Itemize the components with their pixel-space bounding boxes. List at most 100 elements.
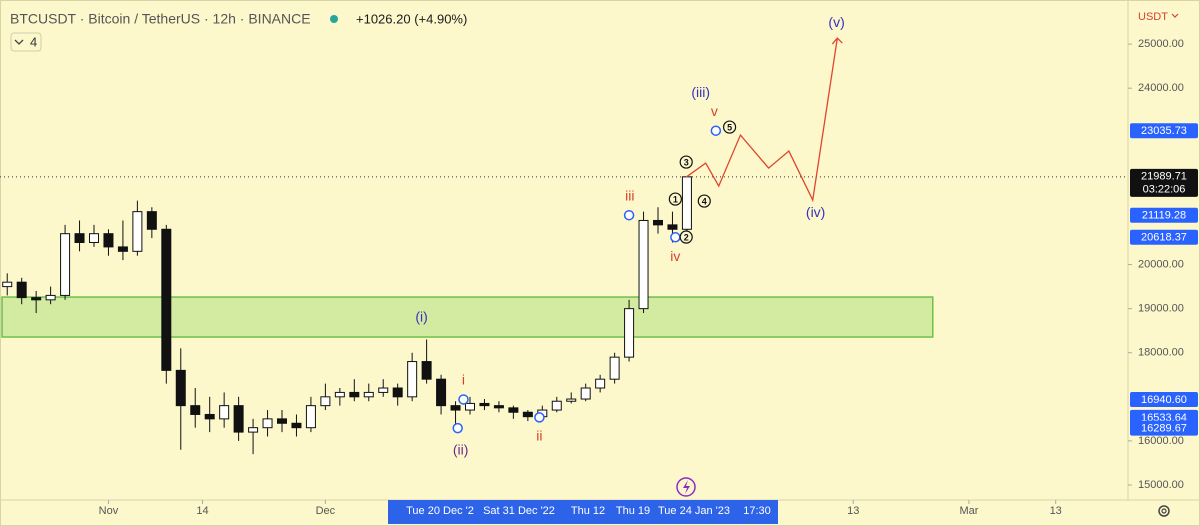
chart-title: BTCUSDT · Bitcoin / TetherUS · 12h · BIN…: [10, 11, 311, 27]
y-tick-label: 16000.00: [1138, 435, 1184, 447]
point-circle: [722, 120, 737, 134]
x-tick-label: Nov: [99, 505, 119, 517]
candle-body: [522, 411, 533, 418]
event-icon[interactable]: [676, 477, 696, 497]
wave-label: iii: [625, 188, 634, 204]
wave-label: i: [462, 372, 465, 388]
wave-label: (iv): [806, 204, 825, 220]
wave-label: iv: [670, 248, 680, 264]
last-price-label: 21989.71: [1141, 171, 1187, 183]
point-label: 2: [684, 232, 689, 242]
candle-body: [465, 402, 475, 411]
price-badge: [1130, 123, 1198, 139]
candle-body: [2, 281, 13, 288]
time-range-label: 17:30: [743, 505, 771, 517]
wave-label: (v): [828, 14, 844, 30]
price-badge: [1130, 207, 1198, 223]
y-tick-label: 25000.00: [1138, 38, 1184, 50]
candle-body: [161, 228, 172, 371]
wave-label: v: [711, 103, 718, 119]
candle-body: [392, 387, 403, 398]
candle-body: [262, 418, 273, 429]
point-circle: [697, 194, 711, 208]
candle-body: [378, 387, 389, 393]
candle-body: [551, 400, 562, 411]
candle-body: [407, 361, 418, 398]
candle-body: [305, 405, 316, 429]
time-range-label: Tue 24 Jan '23: [658, 505, 730, 517]
y-tick-label: 24000.00: [1138, 82, 1184, 94]
candle-body: [508, 407, 519, 413]
candle-body: [103, 233, 114, 248]
time-range-label: Sat 31 Dec '22: [483, 505, 555, 517]
candle-body: [60, 233, 71, 296]
pivot-marker: [452, 422, 463, 434]
price-badge: [1130, 229, 1198, 245]
candle-body: [117, 246, 128, 252]
candle-body: [146, 211, 157, 230]
candle-body: [233, 405, 244, 433]
candle-body: [320, 396, 331, 407]
candle-body: [334, 391, 345, 398]
x-tick-label: Dec: [316, 505, 336, 517]
candle-body: [493, 405, 504, 409]
plot: [0, 176, 1128, 455]
candle-body: [204, 413, 215, 420]
price-badge-label: 16940.60: [1141, 394, 1187, 406]
candle-body: [638, 219, 649, 310]
candle-body: [248, 427, 259, 433]
y-tick-label: 15000.00: [1138, 479, 1184, 491]
time-range-highlight: [388, 500, 778, 524]
candle-body: [74, 233, 85, 244]
currency-label[interactable]: USDT: [1138, 11, 1168, 23]
wave-label: ii: [536, 428, 542, 444]
price-badge: [1130, 420, 1198, 436]
candle-body: [89, 233, 99, 244]
y-tick-label: 20000.00: [1138, 258, 1184, 270]
price-badge-label: 16289.67: [1141, 423, 1187, 435]
price-badge-label: 21119.28: [1142, 210, 1186, 222]
candle-body: [609, 356, 620, 380]
time-range-label: Tue 20 Dec '2: [406, 505, 474, 517]
indicator-toggle[interactable]: [10, 32, 42, 52]
candle-body: [175, 369, 186, 407]
wave-projection: [685, 37, 838, 203]
price-change: +1026.20 (+4.90%): [356, 11, 467, 26]
pivot-marker: [458, 394, 469, 405]
lightning-icon: [683, 480, 690, 494]
candle-body: [624, 308, 635, 358]
candle-body: [349, 391, 360, 398]
pivot-marker: [710, 125, 722, 136]
y-tick-label: 18000.00: [1138, 347, 1184, 359]
point-label: 5: [727, 122, 732, 132]
candle-body: [421, 361, 432, 380]
candle-body: [132, 211, 143, 252]
candle-body: [681, 176, 692, 230]
time-range-label: Thu 19: [616, 505, 650, 517]
pivot-marker: [534, 412, 545, 423]
support-zone: [1, 296, 934, 338]
wave-label: (iii): [691, 84, 710, 100]
point-label: 1: [673, 194, 678, 204]
pivot-marker: [670, 232, 681, 243]
candle-body: [190, 405, 201, 415]
point-circle: [679, 155, 693, 169]
candle-body: [595, 378, 606, 389]
settings-icon[interactable]: [1158, 505, 1170, 517]
x-tick-label: 13: [847, 505, 859, 517]
candle-body: [653, 219, 663, 226]
countdown-label: 03:22:06: [1143, 184, 1186, 196]
candle-body: [31, 297, 42, 301]
price-badge: [1130, 391, 1198, 407]
gear-ring: [1158, 505, 1170, 517]
point-label: 4: [702, 196, 707, 206]
status-dot: [330, 15, 338, 23]
wave-label: (i): [415, 309, 427, 325]
indicator-count: 4: [30, 34, 37, 49]
last-price-badge: [1130, 168, 1198, 197]
x-tick-label: 13: [1050, 505, 1062, 517]
candle-body: [580, 387, 591, 400]
